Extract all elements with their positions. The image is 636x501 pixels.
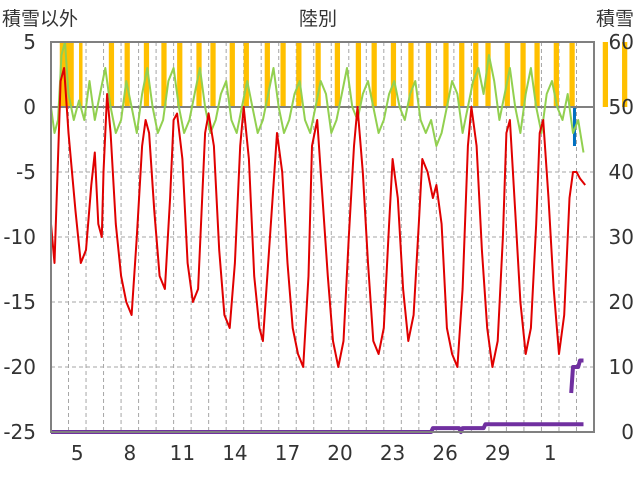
sunshine-bar xyxy=(161,42,167,107)
chart-title: 陸別 xyxy=(299,8,337,30)
sunshine-bar xyxy=(280,42,286,107)
sunshine-bar xyxy=(390,42,397,107)
sunshine-bar xyxy=(425,42,432,107)
x-tick-label: 29 xyxy=(485,441,510,465)
sunshine-bar xyxy=(177,42,183,107)
sunshine-bar xyxy=(371,42,377,107)
plot-background xyxy=(51,42,594,432)
x-tick-label: 5 xyxy=(71,441,84,465)
x-tick-label: 1 xyxy=(544,441,557,465)
right-tick-label: 20 xyxy=(609,290,634,314)
right-tick-label: 50 xyxy=(609,95,634,119)
right-tick-label: 0 xyxy=(621,420,634,444)
precipitation-bars xyxy=(572,107,576,146)
sunshine-bar xyxy=(264,42,270,107)
sunshine-bar xyxy=(602,42,609,107)
right-tick-label: 40 xyxy=(609,160,634,184)
sunshine-bar xyxy=(108,42,115,107)
x-axis-ticks: 5 8 11 14 17 20 23 26 29 1 xyxy=(71,441,557,465)
sunshine-bar xyxy=(443,42,449,107)
sunshine-bar xyxy=(520,42,526,107)
left-axis-label: 積雪以外 xyxy=(2,8,78,30)
x-tick-label: 11 xyxy=(170,441,195,465)
sunshine-bar xyxy=(296,42,302,107)
sunshine-bar xyxy=(229,42,235,107)
sunshine-bar xyxy=(622,42,628,107)
right-tick-label: 10 xyxy=(609,355,634,379)
sunshine-bar xyxy=(210,42,216,107)
x-tick-label: 8 xyxy=(123,441,136,465)
sunshine-bar xyxy=(459,42,465,107)
snow-depth-b-line xyxy=(569,358,584,394)
sunshine-bar xyxy=(315,42,321,107)
right-tick-label: 60 xyxy=(609,30,634,54)
sunshine-bar xyxy=(243,42,249,107)
sunshine-bar xyxy=(79,42,83,107)
x-tick-label: 17 xyxy=(275,441,300,465)
right-axis-label: 積雪 xyxy=(596,8,634,30)
sunshine-bar xyxy=(569,42,575,107)
precip-bar xyxy=(572,107,576,146)
left-tick-label: 5 xyxy=(23,30,36,54)
right-tick-label: 30 xyxy=(609,225,634,249)
sunshine-bar xyxy=(334,42,341,107)
dewpoint-line xyxy=(50,41,585,153)
temperature-line xyxy=(50,67,586,368)
sunshine-bar xyxy=(504,42,510,107)
sunshine-bar xyxy=(534,42,540,107)
plot-frame xyxy=(50,41,595,433)
right-axis-ticks: 60 50 40 30 20 10 0 xyxy=(609,30,634,444)
x-tick-label: 23 xyxy=(380,441,405,465)
sunshine-bar xyxy=(408,42,414,107)
left-axis-ticks: 5 0 -5 -10 -15 -20 -25 xyxy=(3,30,36,444)
left-tick-label: -20 xyxy=(3,355,36,379)
sunshine-bar xyxy=(553,42,559,107)
left-tick-label: 0 xyxy=(23,95,36,119)
left-tick-label: -15 xyxy=(3,290,36,314)
x-tick-label: 20 xyxy=(327,441,352,465)
left-tick-label: -10 xyxy=(3,225,36,249)
left-tick-label: -25 xyxy=(3,420,36,444)
sunshine-bar xyxy=(124,42,130,107)
left-tick-label: -5 xyxy=(16,160,36,184)
sunshine-bar xyxy=(485,42,491,107)
x-tick-label: 14 xyxy=(222,441,247,465)
sunshine-bar xyxy=(355,42,362,107)
x-tick-label: 26 xyxy=(432,441,457,465)
